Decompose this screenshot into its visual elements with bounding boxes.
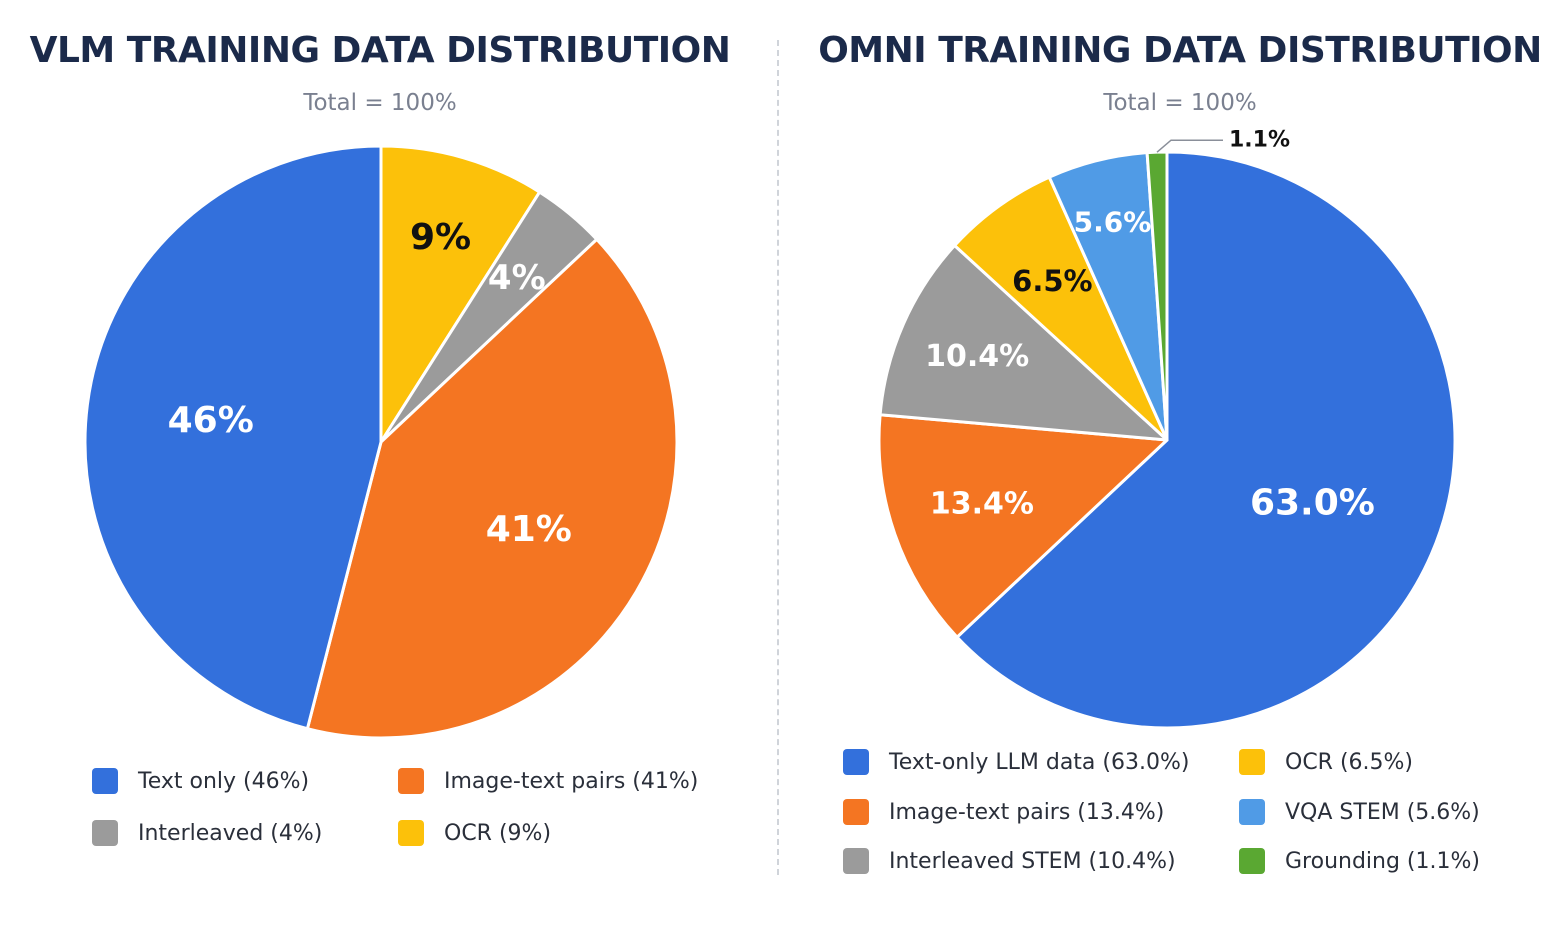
omni-legend-item-1: Image-text pairs (13.4%) xyxy=(843,799,1164,825)
omni-legend-swatch-2 xyxy=(843,848,869,874)
omni-slice-label-4: 5.6% xyxy=(1074,206,1152,239)
vlm-legend-label-3: OCR (9%) xyxy=(444,820,552,846)
vlm-legend-item-1: Image-text pairs (41%) xyxy=(398,768,698,794)
omni-slice-1 xyxy=(877,413,1169,639)
vlm-legend-label-2: Interleaved (4%) xyxy=(138,820,323,846)
omni-slice-2 xyxy=(878,244,1169,442)
omni-legend-swatch-4 xyxy=(1239,799,1265,825)
vlm-legend-label-0: Text only (46%) xyxy=(138,768,310,794)
vlm-chart-subtitle: Total = 100% xyxy=(303,90,457,116)
omni-legend-label-1: Image-text pairs (13.4%) xyxy=(889,799,1165,825)
vlm-legend-swatch-0 xyxy=(92,768,118,794)
omni-slice-3 xyxy=(953,175,1169,442)
vlm-legend-item-3: OCR (9%) xyxy=(398,820,551,846)
omni-legend-item-0: Text-only LLM data (63.0%) xyxy=(843,749,1189,775)
omni-slice-label-2: 10.4% xyxy=(925,339,1029,374)
omni-legend-label-2: Interleaved STEM (10.4%) xyxy=(889,848,1176,874)
omni-legend-label-5: Grounding (1.1%) xyxy=(1285,848,1480,874)
omni-legend-swatch-5 xyxy=(1239,848,1265,874)
vlm-legend-item-2: Interleaved (4%) xyxy=(92,820,322,846)
chart-divider xyxy=(777,40,779,875)
omni-legend-label-0: Text-only LLM data (63.0%) xyxy=(889,749,1190,775)
vlm-chart-title: VLM TRAINING DATA DISTRIBUTION xyxy=(29,30,731,71)
omni-legend-item-2: Interleaved STEM (10.4%) xyxy=(843,848,1176,874)
omni-legend-item-5: Grounding (1.1%) xyxy=(1239,848,1480,874)
omni-legend-label-3: OCR (6.5%) xyxy=(1285,749,1414,775)
vlm-legend-swatch-3 xyxy=(398,820,424,846)
vlm-slice-0 xyxy=(83,144,383,731)
omni-legend-item-3: OCR (6.5%) xyxy=(1239,749,1413,775)
vlm-legend-swatch-2 xyxy=(92,820,118,846)
vlm-legend-label-1: Image-text pairs (41%) xyxy=(444,768,699,794)
vlm-slice-label-1: 41% xyxy=(486,509,572,550)
omni-legend-swatch-1 xyxy=(843,799,869,825)
omni-slice-0 xyxy=(955,150,1457,730)
vlm-legend-swatch-1 xyxy=(398,768,424,794)
vlm-slice-label-0: 46% xyxy=(168,400,254,441)
vlm-legend-item-0: Text only (46%) xyxy=(92,768,309,794)
omni-slice-label-0: 63.0% xyxy=(1250,482,1375,523)
vlm-slice-label-3: 9% xyxy=(410,217,471,258)
vlm-slice-1 xyxy=(305,237,679,740)
omni-leader-line-5 xyxy=(1156,139,1223,153)
omni-legend-label-4: VQA STEM (5.6%) xyxy=(1285,799,1480,825)
omni-legend-swatch-3 xyxy=(1239,749,1265,775)
vlm-slice-3 xyxy=(379,144,542,444)
omni-slice-label-3: 6.5% xyxy=(1012,264,1092,298)
omni-chart-subtitle: Total = 100% xyxy=(1103,90,1257,116)
omni-slice-label-1: 13.4% xyxy=(930,487,1034,522)
omni-legend-swatch-0 xyxy=(843,749,869,775)
omni-legend-item-4: VQA STEM (5.6%) xyxy=(1239,799,1480,825)
omni-chart-title: OMNI TRAINING DATA DISTRIBUTION xyxy=(818,30,1542,71)
vlm-slice-label-2: 4% xyxy=(488,258,546,298)
omni-slice-label-5: 1.1% xyxy=(1229,128,1290,153)
